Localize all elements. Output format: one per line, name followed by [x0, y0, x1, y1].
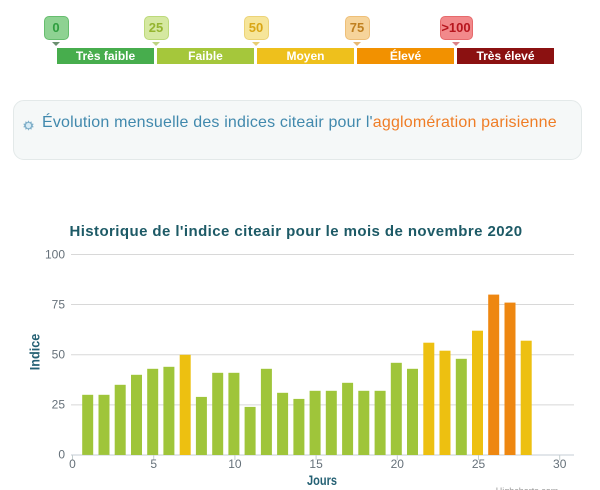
- svg-text:30: 30: [553, 457, 567, 471]
- svg-text:Historique de l'indice citeair: Historique de l'indice citeair pour le m…: [69, 223, 522, 240]
- svg-text:10: 10: [228, 457, 242, 471]
- svg-text:0: 0: [69, 457, 76, 471]
- svg-text:Indice: Indice: [28, 333, 43, 370]
- svg-text:5: 5: [150, 457, 157, 471]
- svg-text:0: 0: [58, 448, 65, 462]
- svg-text:50: 50: [52, 348, 66, 362]
- svg-text:25: 25: [52, 398, 66, 412]
- svg-text:75: 75: [52, 298, 66, 312]
- svg-text:25: 25: [472, 457, 486, 471]
- svg-text:20: 20: [391, 457, 405, 471]
- svg-text:Jours: Jours: [307, 473, 337, 488]
- svg-text:100: 100: [45, 248, 65, 262]
- svg-text:Highcharts.com: Highcharts.com: [496, 486, 559, 490]
- svg-text:15: 15: [309, 457, 323, 471]
